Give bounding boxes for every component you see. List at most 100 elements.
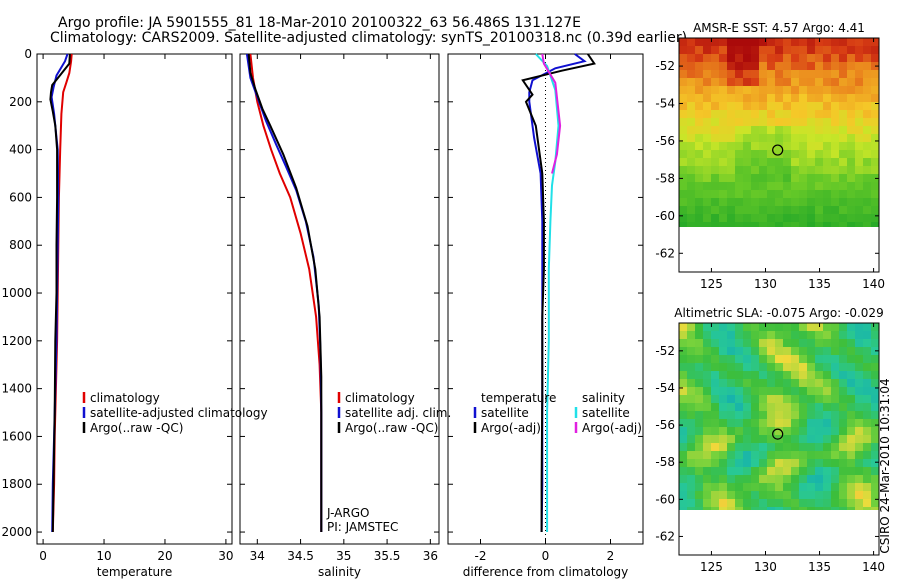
sst-heatmap-cell	[807, 166, 815, 174]
depth-tick-label: 800	[9, 238, 32, 252]
sla-heatmap-cell	[807, 435, 815, 443]
sla-heatmap-cell	[735, 347, 743, 355]
sst-heatmap-cell	[743, 134, 751, 142]
sla-heatmap-cell	[799, 411, 807, 419]
sst-heatmap-cell	[871, 198, 879, 206]
sla-heatmap-cell	[791, 339, 799, 347]
sst-heatmap-cell	[711, 86, 719, 94]
sla-heatmap-cell	[687, 355, 695, 363]
salinity-xtick-label: 36	[423, 549, 438, 563]
sla-heatmap-cell	[759, 451, 767, 459]
sst-heatmap-cell	[863, 126, 871, 134]
sst-heatmap-cell	[807, 94, 815, 102]
sla-heatmap-cell	[839, 395, 847, 403]
sla-heatmap-cell	[695, 387, 703, 395]
sla-heatmap-cell	[743, 427, 751, 435]
difference-series-argo	[521, 53, 596, 532]
sla-heatmap-cell	[831, 339, 839, 347]
sst-heatmap-cell	[855, 214, 863, 222]
sst-heatmap-cell	[823, 126, 831, 134]
sst-heatmap-cell	[767, 54, 775, 62]
sla-heatmap-cell	[759, 475, 767, 483]
sst-heatmap-cell	[703, 38, 711, 46]
sla-heatmap-cell	[871, 451, 879, 459]
sla-heatmap-cell	[831, 427, 839, 435]
sla-heatmap-cell	[839, 507, 847, 510]
sst-heatmap-cell	[823, 134, 831, 142]
sst-heatmap-cell	[847, 62, 855, 70]
sla-heatmap-cell	[719, 387, 727, 395]
sla-heatmap-cell	[847, 379, 855, 387]
sst-heatmap-cell	[759, 62, 767, 70]
sla-heatmap-cell	[679, 419, 687, 427]
sla-heatmap-cell	[863, 427, 871, 435]
sst-heatmap-cell	[871, 86, 879, 94]
sla-heatmap-cell	[783, 411, 791, 419]
sla-heatmap-cell	[759, 411, 767, 419]
sst-heatmap-cell	[815, 94, 823, 102]
sla-heatmap-cell	[839, 491, 847, 499]
sla-map-panel: Altimetric SLA: -0.075 Argo: -0.029 125 13…	[655, 306, 885, 574]
sst-argo-position-marker	[772, 144, 784, 156]
sst-heatmap-cell	[799, 190, 807, 198]
sla-heatmap-cell	[679, 339, 687, 347]
sst-heatmap-cell	[855, 54, 863, 62]
sst-heatmap-cell	[743, 174, 751, 182]
sla-heatmap-cell	[679, 379, 687, 387]
sst-heatmap-cell	[815, 166, 823, 174]
sla-heatmap-cell	[719, 379, 727, 387]
sst-heatmap-cell	[839, 46, 847, 54]
sst-heatmap-cell	[727, 222, 735, 227]
sst-map-xtick-label: 140	[862, 277, 885, 291]
sla-heatmap-cell	[831, 371, 839, 379]
sst-heatmap-cell	[751, 214, 759, 222]
sst-heatmap-cell	[847, 134, 855, 142]
sst-heatmap-cell	[783, 134, 791, 142]
sst-heatmap-cell	[831, 206, 839, 214]
sla-heatmap-cell	[847, 459, 855, 467]
sla-heatmap-cell	[871, 507, 879, 510]
sst-heatmap-cell	[855, 78, 863, 86]
sst-heatmap-cell	[719, 222, 727, 227]
sst-heatmap-cell	[855, 134, 863, 142]
sst-heatmap-cell	[791, 70, 799, 78]
sla-heatmap-cell	[799, 459, 807, 467]
sst-heatmap-cell	[703, 62, 711, 70]
sla-heatmap-cell	[823, 491, 831, 499]
sla-map-ytick-label: -52	[655, 344, 675, 358]
sst-heatmap-cell	[775, 158, 783, 166]
sla-heatmap-cell	[791, 507, 799, 510]
sla-heatmap-cell	[687, 499, 695, 507]
sst-heatmap-cell	[863, 46, 871, 54]
sst-heatmap-cell	[719, 38, 727, 46]
sla-heatmap-cell	[799, 387, 807, 395]
sla-heatmap-cell	[855, 387, 863, 395]
sla-heatmap-cell	[847, 483, 855, 491]
sst-heatmap-cell	[839, 182, 847, 190]
sla-heatmap-cell	[799, 467, 807, 475]
sst-heatmap-cell	[687, 102, 695, 110]
sst-heatmap-cell	[711, 214, 719, 222]
sst-heatmap-cell	[735, 174, 743, 182]
sst-heatmap-cell	[767, 94, 775, 102]
sla-heatmap-cell	[823, 475, 831, 483]
sla-heatmap-cell	[743, 491, 751, 499]
sla-heatmap-cell	[727, 395, 735, 403]
sla-heatmap-cell	[823, 483, 831, 491]
sla-map-xtick-label: 135	[808, 560, 831, 574]
sst-heatmap-cell	[695, 70, 703, 78]
sla-heatmap-cell	[815, 475, 823, 483]
sla-heatmap-cell	[855, 467, 863, 475]
sla-heatmap-cell	[831, 323, 839, 331]
sst-heatmap-cell	[679, 46, 687, 54]
sla-heatmap-cell	[735, 363, 743, 371]
sst-heatmap-cell	[791, 166, 799, 174]
sst-heatmap-cell	[679, 150, 687, 158]
sst-heatmap-cell	[775, 182, 783, 190]
sla-heatmap-cell	[727, 387, 735, 395]
sst-heatmap-cell	[831, 214, 839, 222]
sst-heatmap-cell	[703, 118, 711, 126]
sla-heatmap-cell	[775, 451, 783, 459]
sla-heatmap-cell	[855, 403, 863, 411]
sst-heatmap-cell	[791, 102, 799, 110]
